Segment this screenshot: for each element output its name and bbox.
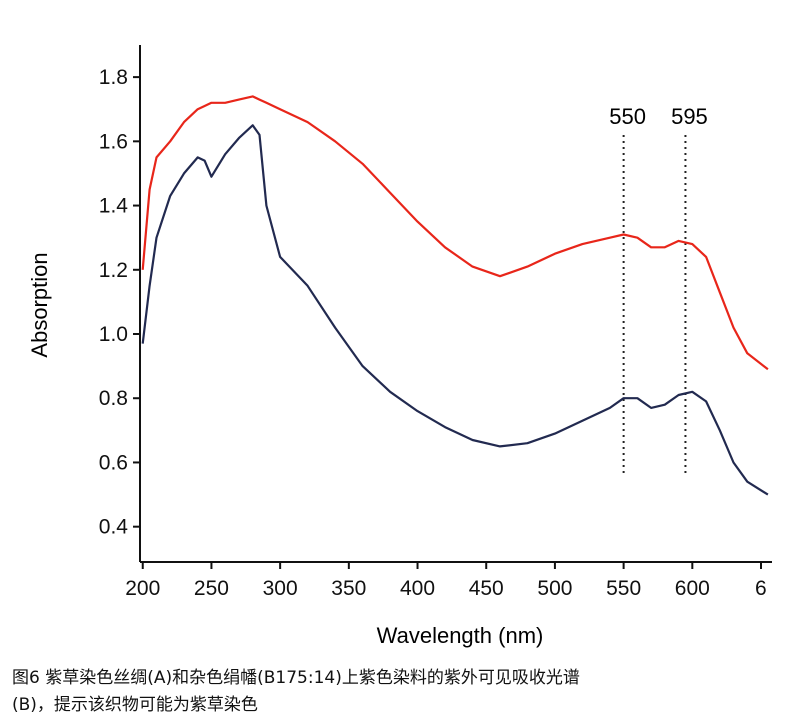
- annotation-label: 595: [671, 104, 708, 129]
- caption-line: (B)，提示该织物可能为紫草染色: [12, 695, 258, 715]
- y-tick-label: 0.8: [99, 387, 128, 410]
- y-tick-label: 0.6: [99, 451, 128, 474]
- x-tick-label: 500: [537, 577, 572, 600]
- annotation-label: 550: [609, 104, 646, 129]
- y-tick-label: 0.4: [99, 516, 129, 539]
- x-tick-label: 6: [755, 577, 767, 600]
- x-tick-label: 600: [675, 577, 710, 600]
- series-line: [141, 124, 769, 496]
- y-axis-label: Absorption: [27, 252, 52, 357]
- x-tick-label: 350: [331, 577, 366, 600]
- y-tick-label: 1.2: [99, 259, 128, 282]
- y-tick-label: 1.0: [99, 323, 128, 346]
- y-tick-label: 1.8: [99, 66, 128, 89]
- x-tick-label: 450: [469, 577, 504, 600]
- y-tick-label: 1.6: [99, 130, 128, 153]
- series-line: [141, 95, 769, 371]
- chart: Wavelength (nm) Absorption 0.4 0.6 0.8 1.0 1…: [27, 45, 772, 648]
- x-tick-label: 550: [606, 577, 641, 600]
- x-tick-label: 300: [263, 577, 298, 600]
- x-axis-label: Wavelength (nm): [377, 623, 544, 648]
- caption-line: 图6 紫草染色丝绸(A)和杂色绢幡(B175:14)上紫色染料的紫外可见吸收光谱: [12, 668, 580, 688]
- x-tick-label: 400: [400, 577, 435, 600]
- x-tick-label: 200: [125, 577, 160, 600]
- y-tick-label: 1.4: [99, 195, 129, 218]
- x-tick-label: 250: [194, 577, 229, 600]
